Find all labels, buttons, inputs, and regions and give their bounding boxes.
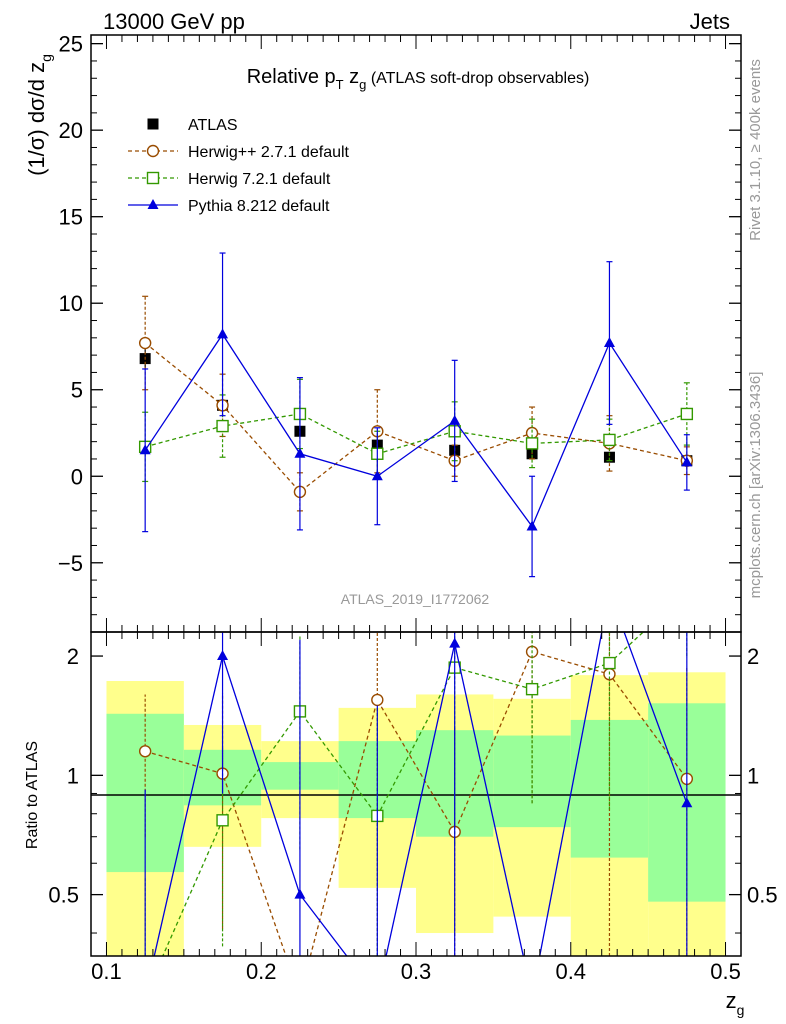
legend-marker (147, 118, 159, 130)
top-series-layer (138, 252, 694, 578)
herwig-7-2-1-default-point (603, 433, 616, 447)
pythia-8-212-default-point (294, 447, 306, 458)
x-tick-label: 0.3 (401, 959, 432, 984)
pythia-8-212-default-ratio-point (449, 637, 461, 648)
ratio-tick-label: 0.5 (747, 883, 778, 908)
pythia-8-212-default-point (603, 337, 615, 348)
y-tick-label: −5 (58, 551, 83, 576)
x-axis-label: zg (726, 988, 745, 1018)
pythia-8-212-default-point (139, 444, 151, 455)
y-axis-label: (1/σ) dσ/d zg (24, 54, 54, 176)
pythia-8-212-default-point (449, 414, 461, 425)
ratio-tick-label: 0.5 (48, 883, 79, 908)
pythia-8-212-default-line (144, 333, 688, 528)
pythia-8-212-default-ratio-line (153, 632, 688, 956)
legend-label: Pythia 8.212 default (188, 198, 330, 215)
legend-marker (146, 144, 160, 158)
legend-entry: Herwig 7.2.1 default (128, 171, 331, 188)
legend-label: ATLAS (188, 117, 238, 134)
herwig-7-2-1-default-point (525, 437, 539, 450)
ratio-axes: 0.5 0.5 1 1 2 2 (48, 644, 778, 934)
y-tick-label: 15 (59, 205, 83, 230)
legend-entry: Pythia 8.212 default (128, 198, 330, 215)
y-tick-label: 10 (59, 291, 83, 316)
ratio-series-layer (138, 632, 694, 956)
x-tick-label: 0.4 (555, 959, 586, 984)
herwig-7-2-1-default-line (144, 413, 688, 455)
herwig-2-7-1-default-ratio-point (371, 693, 384, 707)
legend-label: Herwig++ 2.7.1 default (188, 144, 350, 161)
atlas-data-point (603, 451, 615, 463)
analysis-label: ATLAS_2019_I1772062 (341, 591, 490, 607)
pythia-8-212-default-ratio-point (217, 650, 229, 661)
y-tick-label: 25 (59, 32, 83, 57)
y-tick-label: 0 (71, 464, 83, 489)
y-tick-label: 5 (71, 378, 83, 403)
x-axis: 0.1 0.2 0.3 0.4 0.5 (90, 632, 742, 984)
beam-label: 13000 GeV pp (103, 9, 245, 34)
ratio-tick-label: 1 (67, 763, 79, 788)
rivet-label: Rivet 3.1.10, ≥ 400k events (747, 59, 764, 241)
herwig-7-2-1-default-ratio-point (216, 814, 229, 827)
ratio-tick-label: 1 (747, 763, 759, 788)
mcplots-label: mcplots.cern.ch [arXiv:1306.3436] (747, 372, 764, 599)
herwig-2-7-1-default-ratio-point (138, 745, 152, 758)
herwig-2-7-1-default-point (138, 336, 152, 350)
x-tick-label: 0.5 (710, 959, 741, 984)
legend-label: Herwig 7.2.1 default (188, 171, 331, 188)
herwig-7-2-1-default-point (216, 419, 229, 433)
top-panel: −5 0 5 10 15 20 25 Relative pT zg (ATLAS soft-… (24, 32, 742, 633)
legend: ATLAS Herwig++ 2.7.1 default Herwig 7.2.1 … (128, 117, 350, 215)
herwig-2-7-1-default-ratio-line (144, 651, 688, 956)
herwig-7-2-1-default-ratio-point (525, 682, 539, 696)
chart-title: Relative pT zg (ATLAS soft-drop observab… (247, 66, 590, 92)
y-tick-label: 20 (59, 118, 83, 143)
pythia-8-212-default-ratio-point (681, 797, 693, 808)
ratio-axis-label: Ratio to ATLAS (24, 741, 41, 849)
legend-entry: Herwig++ 2.7.1 default (128, 144, 350, 161)
header: 13000 GeV pp Jets (103, 9, 730, 34)
pythia-8-212-default-ratio-point (294, 888, 306, 899)
legend-marker (146, 171, 160, 185)
x-tick-label: 0.1 (91, 959, 122, 984)
legend-marker (147, 199, 159, 209)
ratio-panel: 0.5 0.51 12 2 Ratio to ATLAS 0.1 0.2 0.3 0.4 0.… (24, 631, 778, 1018)
pythia-8-212-default-point (681, 456, 693, 467)
x-tick-label: 0.2 (246, 959, 277, 984)
herwig-7-2-1-default-ratio-line (162, 632, 645, 956)
top-axes: −5 0 5 10 15 20 25 (58, 32, 742, 633)
category-label: Jets (690, 9, 730, 34)
ratio-tick-label: 2 (747, 644, 759, 669)
pythia-8-212-default-point (217, 328, 229, 339)
herwig-2-7-1-default-line (144, 342, 687, 493)
ratio-tick-label: 2 (67, 644, 79, 669)
pythia-8-212-default-point (371, 470, 383, 481)
legend-entry: ATLAS (147, 117, 238, 134)
herwig-7-2-1-default-ratio-point (603, 656, 616, 670)
herwig-7-2-1-default-point (680, 407, 694, 421)
pythia-8-212-default-point (526, 520, 538, 531)
